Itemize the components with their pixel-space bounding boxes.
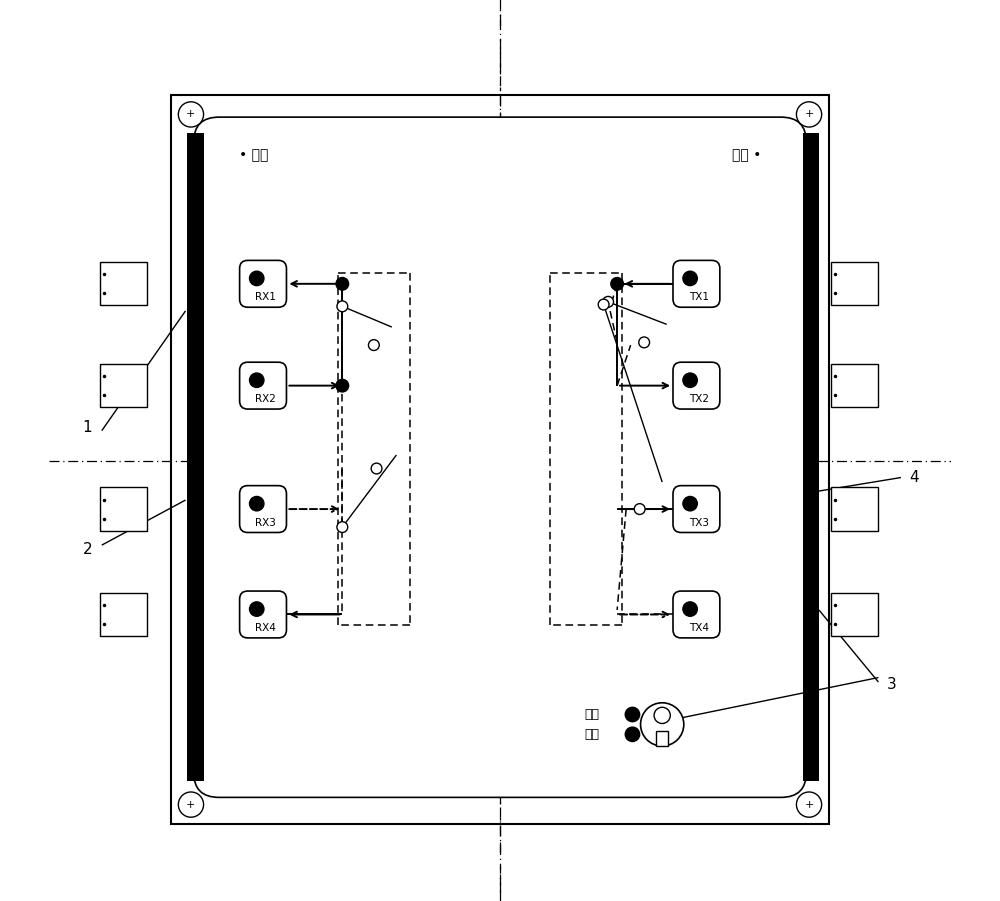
Circle shape [634, 504, 645, 514]
FancyBboxPatch shape [240, 362, 286, 409]
Text: RX2: RX2 [255, 394, 276, 405]
Bar [100, 262, 147, 305]
Circle shape [250, 602, 264, 616]
Text: RX3: RX3 [255, 517, 276, 528]
Text: 测试: 测试 [584, 728, 599, 741]
Bar [831, 593, 878, 636]
Bar [831, 262, 878, 305]
Text: TX1: TX1 [689, 292, 709, 303]
Circle shape [683, 271, 697, 286]
Text: TX4: TX4 [689, 623, 709, 633]
Circle shape [250, 271, 264, 286]
Circle shape [639, 337, 650, 348]
Circle shape [178, 102, 204, 127]
Circle shape [796, 102, 822, 127]
Bar [831, 487, 878, 531]
Circle shape [683, 373, 697, 387]
Bar [100, 593, 147, 636]
Circle shape [368, 340, 379, 350]
FancyBboxPatch shape [240, 591, 286, 638]
Text: • 电源: • 电源 [239, 148, 268, 162]
Circle shape [683, 602, 697, 616]
FancyBboxPatch shape [673, 486, 720, 532]
Circle shape [337, 301, 348, 312]
Text: +: + [804, 799, 814, 810]
Circle shape [250, 373, 264, 387]
Circle shape [337, 522, 348, 532]
FancyBboxPatch shape [673, 591, 720, 638]
Circle shape [178, 792, 204, 817]
Circle shape [641, 703, 684, 746]
Text: 4: 4 [910, 470, 919, 485]
Circle shape [250, 496, 264, 511]
Text: +: + [186, 109, 196, 120]
Bar [100, 364, 147, 407]
Text: +: + [186, 799, 196, 810]
Circle shape [625, 727, 640, 742]
Bar [187, 133, 204, 781]
Text: TX3: TX3 [689, 517, 709, 528]
Bar [803, 133, 819, 781]
Circle shape [625, 707, 640, 722]
Text: 2: 2 [83, 542, 92, 557]
Circle shape [796, 792, 822, 817]
FancyBboxPatch shape [194, 117, 806, 797]
Text: 陷锁 •: 陷锁 • [732, 148, 761, 162]
Circle shape [683, 496, 697, 511]
Text: RX4: RX4 [255, 623, 276, 633]
Bar [100, 487, 147, 531]
Text: TX2: TX2 [689, 394, 709, 405]
Circle shape [654, 707, 670, 724]
Text: RX1: RX1 [255, 292, 276, 303]
Circle shape [336, 379, 349, 392]
Circle shape [371, 463, 382, 474]
Bar [171, 95, 829, 824]
Circle shape [336, 278, 349, 290]
FancyBboxPatch shape [240, 486, 286, 532]
Text: 3: 3 [887, 678, 897, 692]
Text: +: + [804, 109, 814, 120]
Circle shape [598, 299, 609, 310]
Text: 1: 1 [83, 421, 92, 435]
Bar [656, 731, 668, 746]
FancyBboxPatch shape [673, 260, 720, 307]
FancyBboxPatch shape [673, 362, 720, 409]
Circle shape [603, 296, 614, 307]
Bar [831, 364, 878, 407]
FancyBboxPatch shape [240, 260, 286, 307]
Circle shape [611, 278, 623, 290]
Text: 运行: 运行 [584, 708, 599, 721]
